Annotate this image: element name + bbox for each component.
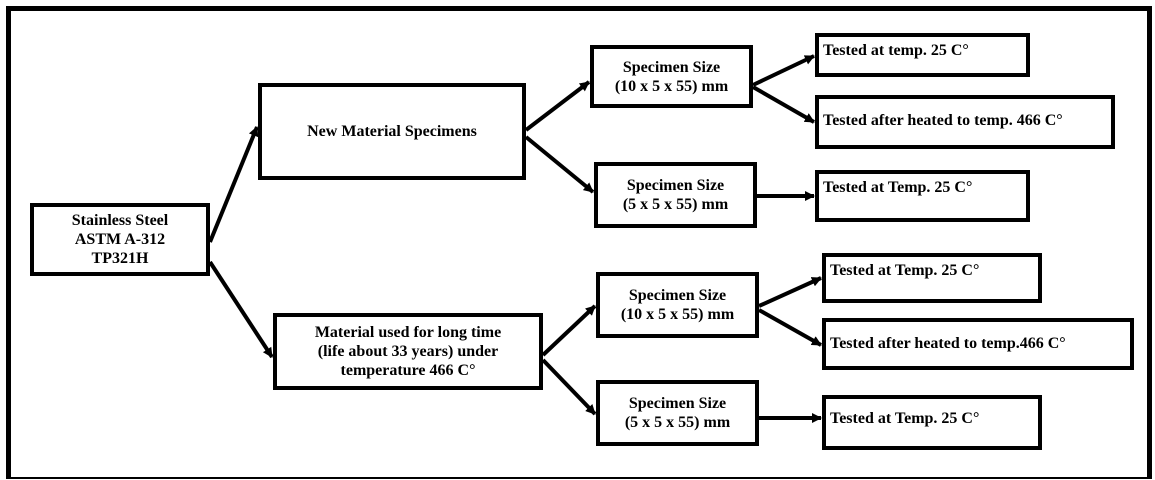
node: Specimen Size (10 x 5 x 55) mm: [596, 272, 759, 338]
node-label: Specimen Size: [628, 395, 727, 412]
arrow: [758, 276, 822, 308]
node: Material used for long time (life about 3…: [273, 313, 543, 390]
node: Tested after heated to temp.466 C°: [822, 318, 1134, 370]
node-label: ASTM A-312: [74, 231, 166, 248]
node-label: (life about 33 years) under: [317, 343, 499, 360]
node-label: Tested at Temp. 25 C°: [830, 262, 980, 279]
node-label: (10 x 5 x 55) mm: [614, 77, 729, 95]
node: Tested at temp. 25 C°: [815, 33, 1030, 77]
arrow: [752, 54, 815, 87]
frame: [6, 6, 1152, 479]
node: Tested at Temp. 25 C°: [822, 395, 1042, 450]
node-label: Specimen Size: [628, 287, 727, 304]
node-label: Tested at Temp. 25 C°: [830, 410, 980, 427]
node: Stainless Steel ASTM A-312 TP321H: [30, 203, 210, 276]
arrow: [541, 304, 597, 357]
node: Specimen Size (10 x 5 x 55) mm: [590, 45, 753, 108]
node-label: (5 x 5 x 55) mm: [622, 196, 729, 213]
arrow: [208, 260, 274, 359]
arrow: [541, 358, 597, 416]
node-label: Material used for long time: [314, 324, 502, 341]
node: Specimen Size (5 x 5 x 55) mm: [594, 162, 757, 228]
node: Tested at Temp. 25 C°: [815, 170, 1030, 222]
arrow: [524, 80, 591, 132]
node: Specimen Size (5 x 5 x 55) mm: [596, 380, 759, 446]
node-label: Specimen Size: [622, 58, 721, 76]
node-label: Tested at temp. 25 C°: [823, 42, 969, 59]
node-label: TP321H: [91, 250, 149, 267]
node: Tested at Temp. 25 C°: [822, 253, 1042, 303]
arrow: [208, 126, 259, 243]
node-label: Stainless Steel: [71, 212, 169, 229]
node-label: Tested at Temp. 25 C°: [823, 179, 973, 196]
arrow: [752, 85, 815, 124]
node-label: Tested after heated to temp. 466 C°: [823, 112, 1063, 129]
node-label: (10 x 5 x 55) mm: [620, 306, 735, 323]
node-label: Tested after heated to temp.466 C°: [830, 335, 1066, 352]
node: Tested after heated to temp. 466 C°: [815, 95, 1115, 149]
node-label: temperature 466 C°: [340, 362, 476, 379]
arrow: [524, 135, 595, 194]
node-label: (5 x 5 x 55) mm: [624, 414, 731, 431]
node: New Material Specimens: [258, 83, 526, 180]
node-label: Specimen Size: [626, 177, 725, 194]
arrow: [758, 308, 822, 347]
node-label: New Material Specimens: [307, 123, 477, 140]
